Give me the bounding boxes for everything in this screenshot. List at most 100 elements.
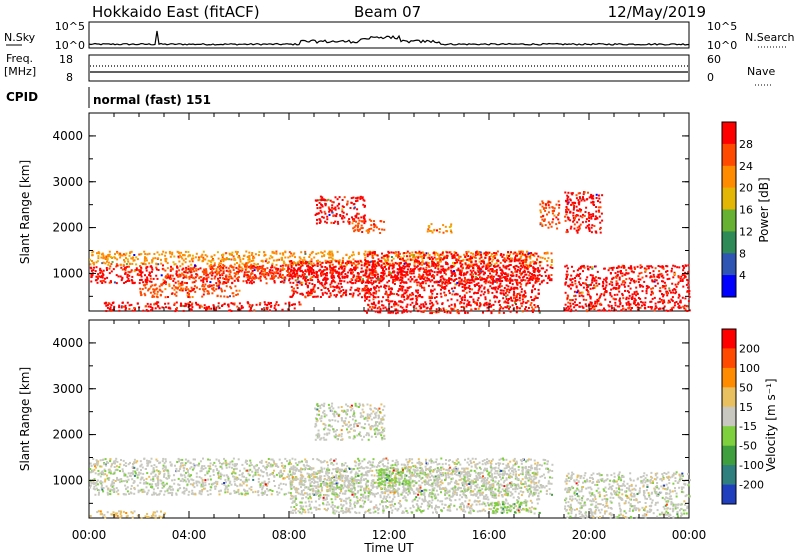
power-cell bbox=[391, 271, 394, 274]
power-cell bbox=[250, 307, 252, 309]
power-cell bbox=[326, 218, 329, 221]
power-cell bbox=[674, 288, 677, 291]
power-cell bbox=[90, 269, 93, 272]
power-cell bbox=[451, 308, 454, 311]
power-cell bbox=[150, 280, 153, 283]
power-cell bbox=[321, 284, 324, 287]
power-cell bbox=[204, 258, 207, 261]
power-cell bbox=[628, 302, 631, 305]
power-cell bbox=[296, 291, 299, 294]
power-cell bbox=[657, 301, 660, 304]
power-cell bbox=[592, 306, 594, 308]
power-cell bbox=[424, 269, 427, 272]
power-cell bbox=[315, 273, 318, 275]
power-cell bbox=[362, 220, 365, 223]
power-cell bbox=[420, 255, 422, 258]
power-cell bbox=[442, 286, 444, 289]
power-cell bbox=[488, 256, 491, 259]
power-cell bbox=[258, 303, 261, 306]
power-cell bbox=[364, 285, 367, 288]
power-cell bbox=[460, 278, 463, 281]
power-cell bbox=[221, 290, 223, 293]
power-cell bbox=[387, 250, 390, 253]
power-cell bbox=[473, 280, 476, 283]
power-cell bbox=[238, 256, 241, 259]
power-cell bbox=[181, 283, 184, 286]
power-cell bbox=[222, 265, 225, 267]
power-cell bbox=[374, 265, 377, 268]
power-cell bbox=[528, 282, 531, 284]
power-cell bbox=[605, 276, 608, 279]
power-cell bbox=[296, 272, 299, 275]
power-cell bbox=[388, 267, 390, 270]
power-cell bbox=[573, 301, 576, 304]
power-cell bbox=[102, 269, 105, 272]
power-cell bbox=[139, 287, 142, 290]
power-cell bbox=[428, 295, 431, 298]
power-cell bbox=[440, 265, 443, 268]
power-cell bbox=[140, 272, 143, 275]
power-cell bbox=[666, 294, 669, 297]
power-cell bbox=[371, 276, 374, 279]
power-cell bbox=[222, 254, 224, 257]
power-cell bbox=[186, 294, 189, 297]
power-cell bbox=[363, 217, 366, 220]
power-cell bbox=[203, 290, 206, 293]
power-cell bbox=[121, 301, 124, 304]
power-cell bbox=[305, 281, 308, 283]
power-cell bbox=[230, 310, 233, 312]
power-cell bbox=[394, 261, 397, 264]
power-cell bbox=[348, 222, 351, 225]
power-cell bbox=[683, 266, 686, 269]
power-cell bbox=[354, 281, 357, 284]
power-cell bbox=[187, 265, 190, 268]
power-cell bbox=[357, 288, 360, 291]
power-cell bbox=[650, 265, 653, 268]
power-cell bbox=[247, 255, 250, 258]
power-cell bbox=[338, 267, 340, 270]
power-cell bbox=[480, 290, 483, 293]
power-cell bbox=[508, 305, 511, 308]
power-cell bbox=[320, 211, 323, 214]
power-cell bbox=[307, 285, 309, 288]
power-cell bbox=[431, 279, 434, 282]
power-cell bbox=[196, 286, 198, 289]
power-cell bbox=[529, 304, 532, 306]
power-cell bbox=[578, 227, 581, 230]
power-cell bbox=[431, 289, 434, 292]
power-cell bbox=[337, 286, 340, 289]
power-cell bbox=[101, 272, 104, 275]
power-cell bbox=[320, 198, 323, 201]
power-cell bbox=[339, 215, 342, 217]
power-cell bbox=[571, 193, 574, 196]
power-cell bbox=[627, 266, 630, 269]
power-cell bbox=[550, 261, 553, 263]
power-cell bbox=[651, 291, 653, 294]
power-cell bbox=[309, 253, 312, 256]
power-cell bbox=[599, 294, 602, 297]
power-cell bbox=[312, 295, 315, 298]
power-colorbar-swatch bbox=[722, 275, 736, 298]
power-cell bbox=[175, 272, 178, 275]
power-cell bbox=[366, 253, 369, 256]
power-cell bbox=[211, 270, 214, 273]
power-cell bbox=[677, 296, 680, 299]
power-cell bbox=[393, 283, 396, 285]
power-cell bbox=[483, 286, 486, 289]
power-cell bbox=[590, 193, 593, 196]
power-cell bbox=[368, 228, 371, 230]
power-cell bbox=[534, 252, 537, 255]
power-cell bbox=[321, 252, 324, 254]
power-cell bbox=[147, 289, 150, 292]
power-cell bbox=[616, 282, 619, 285]
power-cell bbox=[579, 267, 582, 270]
power-cell bbox=[182, 267, 185, 270]
power-cell bbox=[527, 255, 530, 258]
power-cell bbox=[477, 278, 480, 280]
power-cell bbox=[387, 298, 390, 301]
power-cell bbox=[321, 270, 324, 273]
power-cell bbox=[597, 194, 600, 197]
power-cell bbox=[261, 308, 263, 311]
power-cell bbox=[319, 296, 322, 298]
power-cell bbox=[111, 302, 114, 304]
